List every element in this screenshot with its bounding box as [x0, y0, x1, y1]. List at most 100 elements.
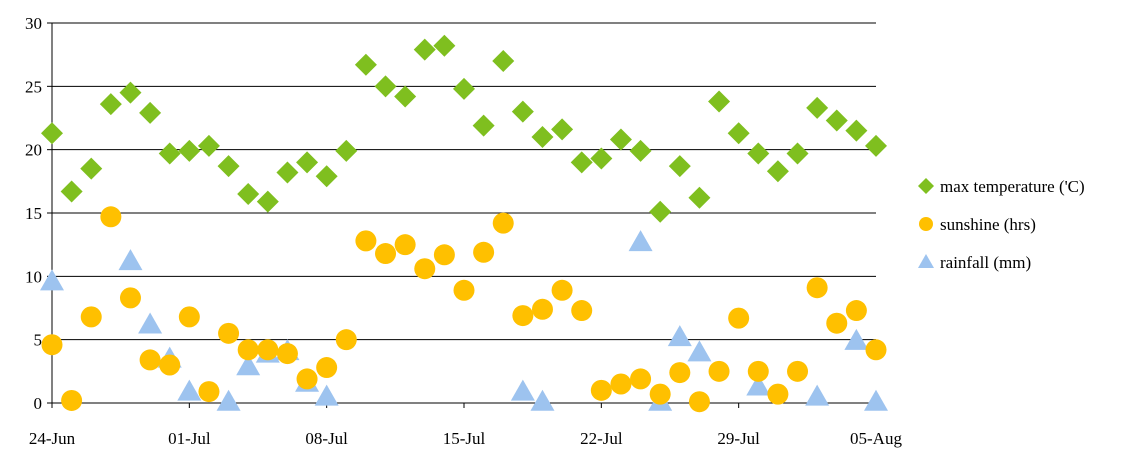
data-point-triangle — [314, 384, 339, 406]
data-point-circle — [688, 391, 710, 413]
data-point-diamond — [492, 50, 515, 72]
data-point-circle — [708, 360, 730, 382]
data-point-circle — [767, 383, 789, 405]
data-point-circle — [531, 298, 553, 320]
data-point-diamond — [806, 96, 829, 119]
data-point-circle — [630, 368, 652, 390]
data-point-triangle — [138, 312, 163, 334]
data-point-circle — [669, 362, 691, 384]
data-point-triangle — [236, 354, 261, 376]
x-axis-tick-labels: 24-Jun 01-Jul 08-Jul 15-Jul 22-Jul 29-Jul 05-A… — [29, 429, 903, 448]
data-point-diamond — [237, 183, 260, 205]
data-point-diamond — [276, 161, 299, 184]
data-point-circle — [826, 312, 848, 334]
data-point-triangle — [844, 328, 869, 350]
y-tick-label: 5 — [34, 331, 43, 350]
data-point-diamond — [60, 180, 83, 203]
y-tick-label: 30 — [25, 14, 42, 33]
data-point-triangle — [667, 325, 692, 347]
x-tick-label: 24-Jun — [29, 429, 76, 448]
data-point-circle — [414, 258, 436, 280]
data-point-diamond — [766, 160, 789, 183]
data-point-circle — [571, 300, 593, 322]
legend-marker-circle — [919, 217, 933, 231]
data-point-circle — [335, 329, 357, 351]
x-tick-label: 22-Jul — [580, 429, 623, 448]
data-point-circle — [492, 212, 514, 234]
legend-entry: sunshine (hrs) — [919, 215, 1036, 234]
data-point-circle — [119, 287, 141, 309]
data-point-diamond — [708, 90, 731, 113]
y-tick-label: 20 — [25, 141, 42, 160]
data-point-triangle — [40, 269, 64, 291]
data-point-circle — [257, 339, 279, 361]
data-point-circle — [316, 357, 338, 379]
data-point-circle — [845, 300, 867, 322]
y-tick-label: 0 — [34, 394, 43, 413]
data-point-circle — [237, 339, 259, 361]
data-point-diamond — [119, 81, 142, 104]
data-point-diamond — [786, 142, 809, 165]
data-point-diamond — [727, 122, 750, 145]
data-point-diamond — [453, 77, 475, 100]
y-tick-label: 15 — [25, 204, 42, 223]
data-point-diamond — [570, 151, 593, 174]
legend-marker-triangle — [918, 254, 934, 268]
data-point-circle — [41, 334, 63, 356]
data-point-triangle — [177, 379, 202, 401]
x-tick-label: 29-Jul — [717, 429, 760, 448]
data-point-circle — [218, 322, 240, 344]
data-point-triangle — [510, 379, 535, 401]
data-point-circle — [61, 389, 83, 411]
x-tick-label: 08-Jul — [305, 429, 348, 448]
data-point-diamond — [41, 122, 63, 145]
data-point-diamond — [256, 190, 279, 213]
series-circle — [41, 206, 887, 413]
data-point-diamond — [688, 186, 711, 209]
data-point-diamond — [511, 100, 534, 123]
data-point-diamond — [649, 200, 672, 223]
data-point-triangle — [805, 384, 830, 406]
data-point-triangle — [746, 374, 771, 396]
series-diamond — [41, 34, 887, 223]
data-point-circle — [375, 243, 397, 265]
data-point-diamond — [197, 134, 220, 157]
data-point-circle — [159, 354, 181, 376]
data-point-diamond — [217, 155, 240, 178]
data-point-diamond — [80, 157, 103, 180]
data-point-circle — [453, 279, 475, 301]
data-point-diamond — [354, 53, 377, 76]
legend-label: rainfall (mm) — [940, 253, 1031, 272]
data-point-circle — [394, 234, 416, 256]
data-point-circle — [865, 339, 887, 361]
data-point-circle — [551, 279, 573, 301]
data-point-circle — [80, 306, 102, 328]
data-point-diamond — [178, 139, 201, 162]
data-point-circle — [610, 373, 632, 395]
data-point-circle — [178, 306, 200, 328]
data-point-circle — [355, 230, 377, 252]
data-point-triangle — [216, 389, 241, 411]
data-point-diamond — [668, 155, 691, 178]
data-point-diamond — [394, 85, 417, 108]
data-point-circle — [787, 360, 809, 382]
data-point-circle — [649, 383, 671, 405]
data-point-diamond — [531, 126, 554, 148]
y-axis-tick-labels: 0 5 10 15 20 25 30 — [25, 14, 42, 413]
legend-entry: max temperature ('C) — [918, 177, 1085, 196]
data-point-diamond — [433, 34, 456, 57]
data-point-triangle — [687, 340, 712, 362]
data-point-circle — [590, 379, 612, 401]
data-point-diamond — [374, 75, 397, 98]
legend: max temperature ('C) sunshine (hrs) rainfa… — [918, 177, 1085, 272]
data-point-triangle — [118, 249, 143, 271]
data-point-circle — [806, 277, 828, 299]
data-point-diamond — [413, 38, 436, 61]
data-point-diamond — [609, 128, 632, 151]
data-point-diamond — [629, 139, 652, 162]
data-point-diamond — [747, 142, 770, 165]
data-point-diamond — [315, 165, 338, 188]
data-point-diamond — [825, 109, 848, 132]
data-point-triangle — [530, 389, 555, 411]
